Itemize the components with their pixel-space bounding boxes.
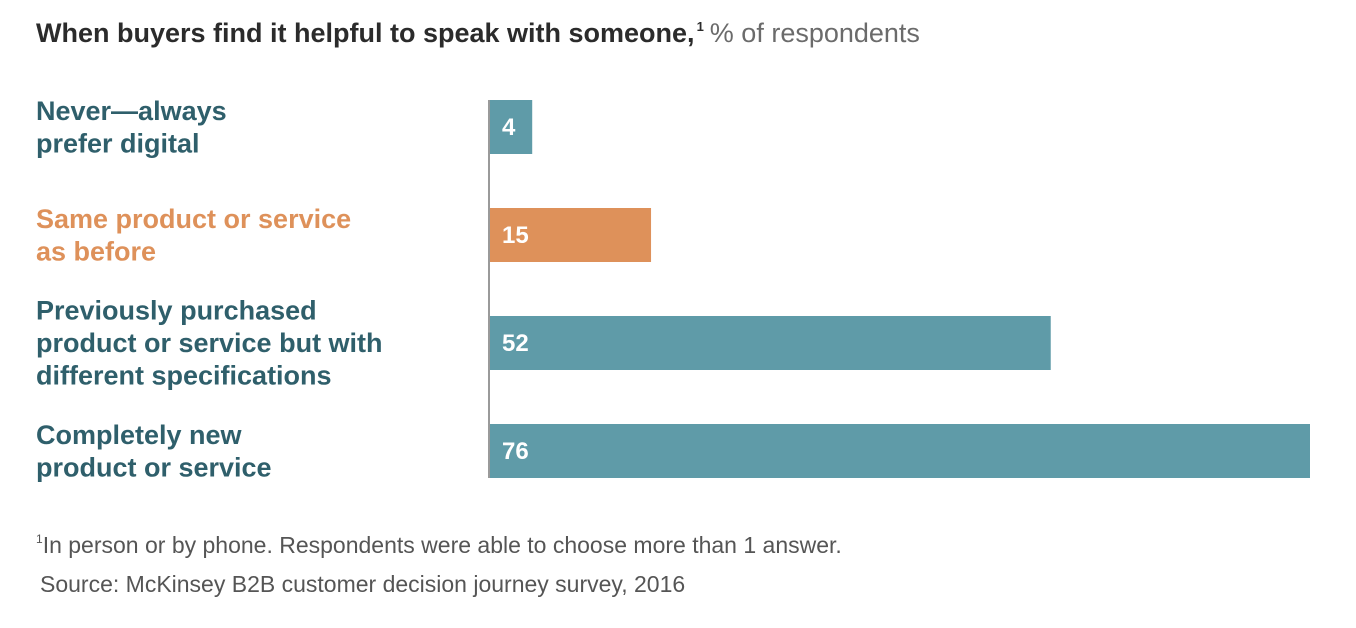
footnote-text: In person or by phone. Respondents were … [42,532,842,558]
category-label-line: different specifications [36,361,332,391]
footnote: 1In person or by phone. Respondents were… [36,532,842,559]
category-label-line: prefer digital [36,128,200,158]
chart-title-main: When buyers find it helpful to speak wit… [36,18,695,48]
category-label-line: Never—always [36,96,227,126]
category-label-line: as before [36,236,156,266]
category-label-1: Same product or service as before [36,204,351,267]
category-label-3: Completely new product or service [36,420,272,483]
value-label-1: 15 [502,222,529,249]
chart-title: When buyers find it helpful to speak wit… [36,18,920,49]
bar-3 [489,424,1310,478]
bar-0 [489,100,533,154]
value-label-3: 76 [502,438,529,465]
category-label-line: product or service [36,452,272,482]
category-label-line: Same product or service [36,204,351,234]
value-label-2: 52 [502,330,529,357]
bar-1 [489,208,652,262]
category-label-line: Previously purchased [36,296,317,326]
footnote-marker: 1 [696,19,704,34]
bar-2 [489,316,1051,370]
category-label-line: product or service but with [36,328,383,358]
source-note: Source: McKinsey B2B customer decision j… [40,571,686,597]
footnote-number: 1 [36,532,43,546]
chart-unit: % of respondents [709,18,920,48]
value-label-0: 4 [502,114,516,141]
category-label-line: Completely new [36,420,243,450]
category-label-2: Previously purchased product or service b… [36,296,383,391]
category-label-0: Never—always prefer digital [36,96,227,159]
